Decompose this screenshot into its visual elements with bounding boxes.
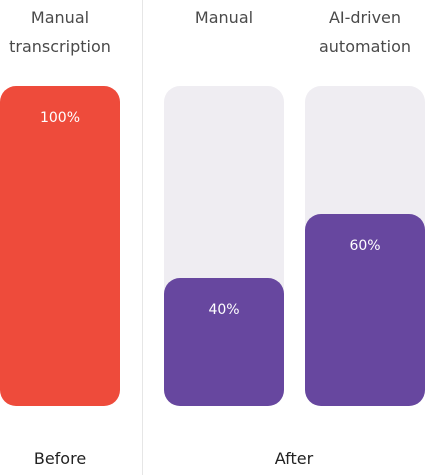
group-label: Before [33,449,87,468]
divider [142,0,143,475]
value-label: 60% [349,238,381,254]
category-label: Manual [194,8,254,27]
category-label: Manual transcription [9,8,111,56]
group-label: After [274,449,314,468]
category-label: AI-driven automation [318,8,412,56]
value-label: 100% [39,110,81,126]
bar: 100% [0,86,120,406]
value-label: 40% [208,302,240,318]
bar: 40% [164,278,284,406]
bar: 60% [305,214,425,406]
